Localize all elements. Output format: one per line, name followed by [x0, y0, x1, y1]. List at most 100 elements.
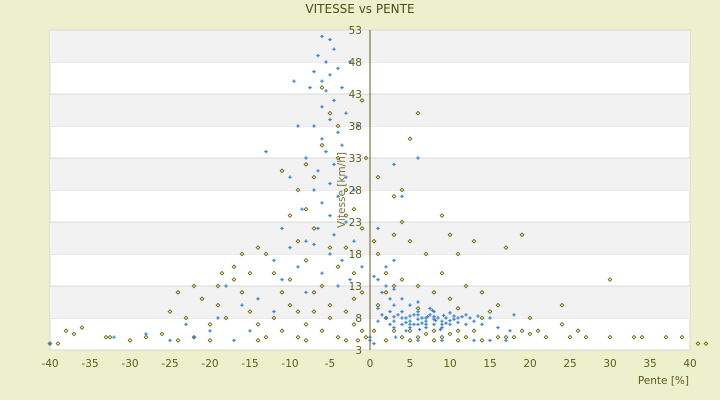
x-tick-label: 25	[563, 358, 576, 370]
data-point-diamond	[231, 277, 237, 283]
data-point-plus	[184, 322, 188, 327]
data-point-plus	[412, 313, 416, 317]
data-point-plus	[300, 207, 304, 211]
data-point-plus	[448, 322, 452, 327]
data-point-diamond	[375, 251, 381, 257]
data-point-diamond	[343, 309, 349, 315]
data-points	[47, 34, 709, 347]
data-point-diamond	[343, 337, 349, 343]
data-point-plus	[488, 338, 492, 343]
data-point-diamond	[415, 110, 421, 116]
data-point-plus	[440, 325, 444, 330]
data-point-diamond	[447, 331, 453, 337]
data-point-diamond	[471, 238, 477, 244]
y-tick-label: 8	[355, 313, 362, 325]
data-point-plus	[292, 79, 296, 83]
data-point-diamond	[327, 110, 333, 116]
x-tick-label: 30	[603, 358, 616, 370]
data-point-plus	[448, 311, 452, 315]
data-point-diamond	[407, 328, 413, 334]
data-point-diamond	[351, 296, 357, 302]
data-point-plus	[384, 316, 388, 320]
data-point-diamond	[399, 219, 405, 225]
data-point-plus	[324, 60, 328, 64]
data-point-plus	[288, 175, 292, 179]
data-point-plus	[400, 194, 404, 199]
data-point-diamond	[607, 277, 613, 283]
data-point-diamond	[355, 337, 361, 343]
data-point-diamond	[583, 334, 589, 340]
x-tick-label: -35	[81, 358, 98, 370]
data-point-plus	[444, 321, 448, 325]
data-point-diamond	[175, 289, 181, 295]
data-point-plus	[304, 290, 308, 295]
data-point-plus	[430, 308, 435, 313]
data-point-diamond	[663, 334, 669, 340]
data-point-plus	[240, 303, 244, 307]
data-point-plus	[280, 277, 284, 282]
data-point-diamond	[639, 334, 645, 340]
x-tick-label: 40	[683, 358, 696, 370]
data-point-plus	[380, 313, 384, 317]
data-point-plus	[304, 156, 308, 160]
y-tick-label: 28	[349, 185, 362, 197]
data-point-plus	[392, 258, 396, 263]
data-point-plus	[308, 85, 312, 90]
data-point-plus	[512, 313, 516, 317]
data-point-diamond	[363, 155, 369, 161]
data-point-plus	[400, 322, 404, 327]
data-point-plus	[336, 66, 340, 71]
data-point-plus	[424, 325, 428, 330]
data-point-plus	[384, 284, 388, 288]
data-point-plus	[328, 252, 332, 256]
data-point-diamond	[399, 277, 405, 283]
x-tick-label: -25	[161, 358, 178, 370]
data-point-plus	[456, 320, 460, 325]
data-point-diamond	[575, 328, 581, 334]
y-tick-label: 18	[349, 249, 362, 261]
data-point-plus	[208, 329, 212, 333]
data-point-diamond	[327, 245, 333, 251]
data-point-diamond	[695, 341, 701, 347]
x-tick-label: -20	[201, 358, 218, 370]
data-point-diamond	[335, 155, 341, 161]
data-point-diamond	[423, 251, 429, 257]
data-point-diamond	[559, 302, 565, 308]
data-point-diamond	[431, 289, 437, 295]
data-point-plus	[48, 341, 52, 346]
data-point-diamond	[359, 328, 365, 334]
data-point-plus	[392, 325, 396, 330]
data-point-diamond	[207, 337, 213, 343]
data-point-plus	[408, 314, 412, 318]
data-point-diamond	[511, 334, 517, 340]
data-point-plus	[320, 105, 324, 109]
data-point-plus	[336, 194, 340, 199]
data-point-diamond	[359, 289, 365, 295]
data-point-plus	[464, 313, 468, 317]
y-axis-label: Vitesse [km/h]	[336, 152, 348, 228]
data-point-plus	[436, 316, 440, 320]
data-point-plus	[344, 220, 348, 224]
data-point-diamond	[159, 331, 165, 337]
data-point-plus	[416, 317, 420, 321]
x-tick-label: -30	[121, 358, 138, 370]
data-point-plus	[424, 319, 428, 323]
data-point-plus	[424, 316, 428, 320]
data-point-diamond	[447, 296, 453, 302]
data-point-plus	[444, 316, 448, 320]
x-tick-label: 0	[367, 358, 374, 370]
data-point-plus	[392, 287, 396, 291]
data-point-plus	[272, 258, 276, 263]
data-point-diamond	[279, 168, 285, 174]
data-point-diamond	[335, 123, 341, 129]
data-point-diamond	[383, 337, 389, 343]
data-point-plus	[504, 338, 508, 343]
data-point-diamond	[543, 334, 549, 340]
data-point-diamond	[343, 187, 349, 193]
data-point-diamond	[423, 331, 429, 337]
data-point-diamond	[303, 337, 309, 343]
data-point-plus	[348, 60, 352, 64]
data-point-diamond	[107, 334, 113, 340]
data-point-plus	[320, 79, 324, 83]
data-point-plus	[356, 124, 360, 128]
